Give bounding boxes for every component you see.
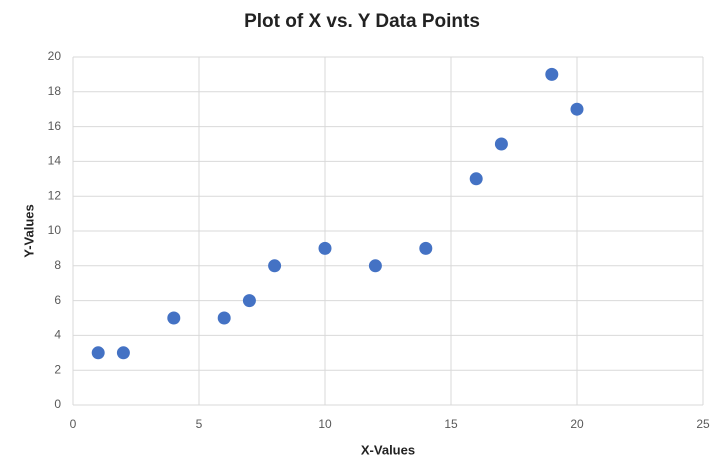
y-tick-label: 2 — [54, 362, 61, 376]
y-tick-label: 18 — [48, 84, 62, 98]
data-point — [368, 259, 382, 273]
y-axis-label: Y-Values — [21, 204, 36, 257]
y-tick-label: 8 — [54, 258, 61, 272]
data-point — [419, 241, 433, 255]
x-tick-label: 25 — [696, 417, 710, 431]
y-tick-label: 16 — [48, 119, 62, 133]
y-tick-label: 14 — [48, 154, 62, 168]
x-tick-label: 0 — [70, 417, 77, 431]
data-point — [318, 241, 332, 255]
chart-title: Plot of X vs. Y Data Points — [244, 11, 480, 32]
data-point — [167, 311, 181, 325]
data-point — [242, 294, 256, 308]
y-tick-label: 6 — [54, 293, 61, 307]
y-tick-label: 0 — [54, 397, 61, 411]
y-tick-label: 10 — [48, 223, 62, 237]
y-tick-label: 4 — [54, 328, 61, 342]
data-point — [494, 137, 508, 151]
x-axis-label: X-Values — [361, 442, 415, 457]
data-point — [268, 259, 282, 273]
data-point — [116, 346, 130, 360]
data-point — [570, 102, 584, 116]
data-point — [545, 67, 559, 81]
x-tick-label: 10 — [318, 417, 332, 431]
data-point — [91, 346, 105, 360]
x-tick-label: 5 — [196, 417, 203, 431]
x-tick-label: 20 — [570, 417, 584, 431]
y-tick-label: 20 — [48, 49, 62, 63]
y-tick-label: 12 — [48, 188, 62, 202]
data-point — [469, 172, 483, 186]
data-point — [217, 311, 231, 325]
x-tick-label: 15 — [444, 417, 458, 431]
